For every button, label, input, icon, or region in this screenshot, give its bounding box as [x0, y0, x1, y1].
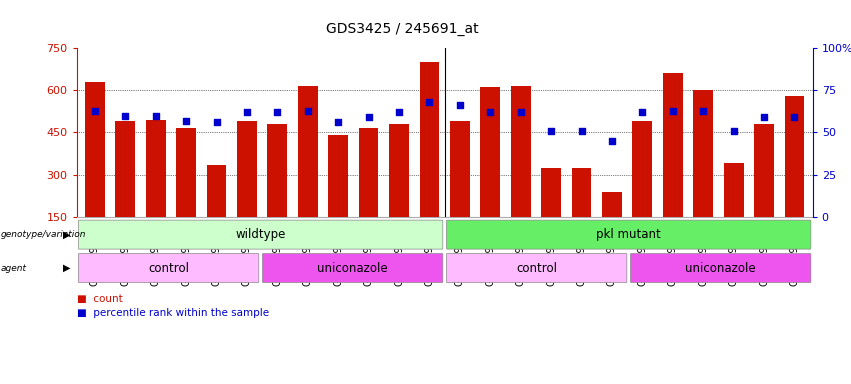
- Bar: [663, 73, 683, 217]
- Text: control: control: [517, 262, 557, 275]
- Bar: [146, 120, 166, 217]
- Point: [514, 109, 528, 115]
- Point: [545, 128, 558, 134]
- Bar: [116, 121, 135, 217]
- Point: [118, 113, 132, 119]
- Bar: [298, 86, 317, 217]
- Text: agent: agent: [1, 263, 27, 273]
- Point: [331, 119, 345, 126]
- Bar: [694, 90, 713, 217]
- Point: [483, 109, 497, 115]
- Text: pkl mutant: pkl mutant: [597, 228, 661, 241]
- Point: [574, 128, 588, 134]
- Bar: [389, 124, 409, 217]
- Text: GDS3425 / 245691_at: GDS3425 / 245691_at: [326, 23, 478, 36]
- Bar: [632, 121, 652, 217]
- FancyBboxPatch shape: [262, 253, 443, 283]
- FancyBboxPatch shape: [78, 253, 259, 283]
- Point: [362, 114, 375, 120]
- Point: [696, 108, 710, 114]
- Point: [727, 128, 740, 134]
- Bar: [207, 165, 226, 217]
- Text: control: control: [148, 262, 189, 275]
- Text: genotype/variation: genotype/variation: [1, 230, 86, 239]
- Point: [788, 114, 802, 120]
- Point: [757, 114, 771, 120]
- Point: [88, 108, 101, 114]
- Point: [423, 99, 437, 105]
- Point: [149, 113, 163, 119]
- Bar: [85, 82, 105, 217]
- Bar: [450, 121, 470, 217]
- FancyBboxPatch shape: [78, 220, 443, 249]
- Text: ■  count: ■ count: [77, 294, 123, 304]
- Bar: [359, 128, 379, 217]
- Point: [392, 109, 406, 115]
- FancyBboxPatch shape: [447, 220, 811, 249]
- Bar: [267, 124, 288, 217]
- Text: uniconazole: uniconazole: [685, 262, 756, 275]
- Point: [453, 103, 466, 109]
- Bar: [237, 121, 257, 217]
- Bar: [420, 62, 439, 217]
- Bar: [328, 135, 348, 217]
- Text: ▶: ▶: [63, 230, 70, 240]
- Text: wildtype: wildtype: [236, 228, 286, 241]
- Bar: [541, 168, 561, 217]
- Bar: [723, 164, 744, 217]
- Bar: [480, 88, 500, 217]
- Bar: [511, 86, 530, 217]
- Point: [271, 109, 284, 115]
- Point: [301, 108, 315, 114]
- Bar: [572, 168, 591, 217]
- Text: ▶: ▶: [63, 263, 70, 273]
- FancyBboxPatch shape: [631, 253, 811, 283]
- FancyBboxPatch shape: [447, 253, 627, 283]
- Bar: [176, 128, 196, 217]
- Bar: [754, 124, 774, 217]
- Point: [180, 118, 193, 124]
- Text: uniconazole: uniconazole: [317, 262, 388, 275]
- Point: [240, 109, 254, 115]
- Point: [605, 138, 619, 144]
- Point: [636, 109, 649, 115]
- Point: [209, 119, 223, 126]
- Bar: [785, 96, 804, 217]
- Text: ■  percentile rank within the sample: ■ percentile rank within the sample: [77, 308, 269, 318]
- Point: [666, 108, 680, 114]
- Bar: [602, 192, 622, 217]
